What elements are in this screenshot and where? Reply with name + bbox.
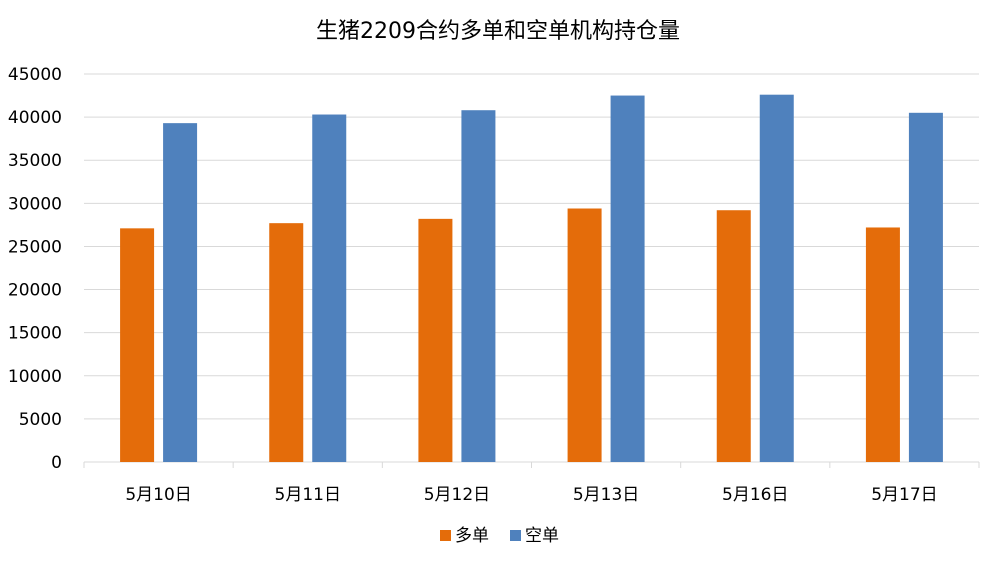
y-tick-label: 45000: [8, 65, 62, 85]
x-tick-label: 5月11日: [275, 485, 341, 505]
y-tick-label: 10000: [8, 367, 62, 387]
y-tick-label: 25000: [8, 237, 62, 257]
x-axis-ticks: 5月10日 5月11日 5月12日 5月13日 5月16日 5月17日: [125, 485, 937, 505]
bar-long: [120, 228, 155, 462]
legend-label: 多单: [455, 526, 489, 546]
bar-short: [312, 114, 347, 462]
x-tick-label: 5月16日: [722, 485, 788, 505]
legend: 多单 空单: [440, 526, 559, 546]
x-tick-label: 5月12日: [424, 485, 490, 505]
bar-long: [716, 210, 751, 462]
y-tick-label: 35000: [8, 151, 62, 171]
bar-long: [269, 223, 304, 462]
bar-short: [461, 110, 496, 463]
bar-short: [759, 94, 794, 463]
legend-swatch: [440, 530, 451, 541]
bar-long: [865, 227, 900, 462]
bar-short: [163, 123, 198, 462]
bar-short: [610, 95, 645, 463]
bars: [120, 94, 943, 463]
bar-long: [567, 208, 602, 462]
bar-short: [908, 112, 943, 463]
legend-label: 空单: [525, 526, 559, 546]
gridlines: [83, 73, 980, 468]
bar-long: [418, 218, 453, 462]
y-axis-ticks: 0 5000 10000 15000 20000 25000 30000 35000 40000…: [8, 65, 62, 473]
y-tick-label: 30000: [8, 194, 62, 214]
x-tick-label: 5月10日: [125, 485, 191, 505]
y-tick-label: 15000: [8, 324, 62, 344]
y-tick-label: 5000: [19, 410, 62, 430]
legend-swatch: [510, 530, 521, 541]
x-tick-label: 5月17日: [871, 485, 937, 505]
x-tick-label: 5月13日: [573, 485, 639, 505]
chart-title: 生猪2209合约多单和空单机构持仓量: [316, 19, 680, 44]
y-tick-label: 40000: [8, 108, 62, 128]
y-tick-label: 0: [51, 453, 62, 473]
y-tick-label: 20000: [8, 281, 62, 301]
